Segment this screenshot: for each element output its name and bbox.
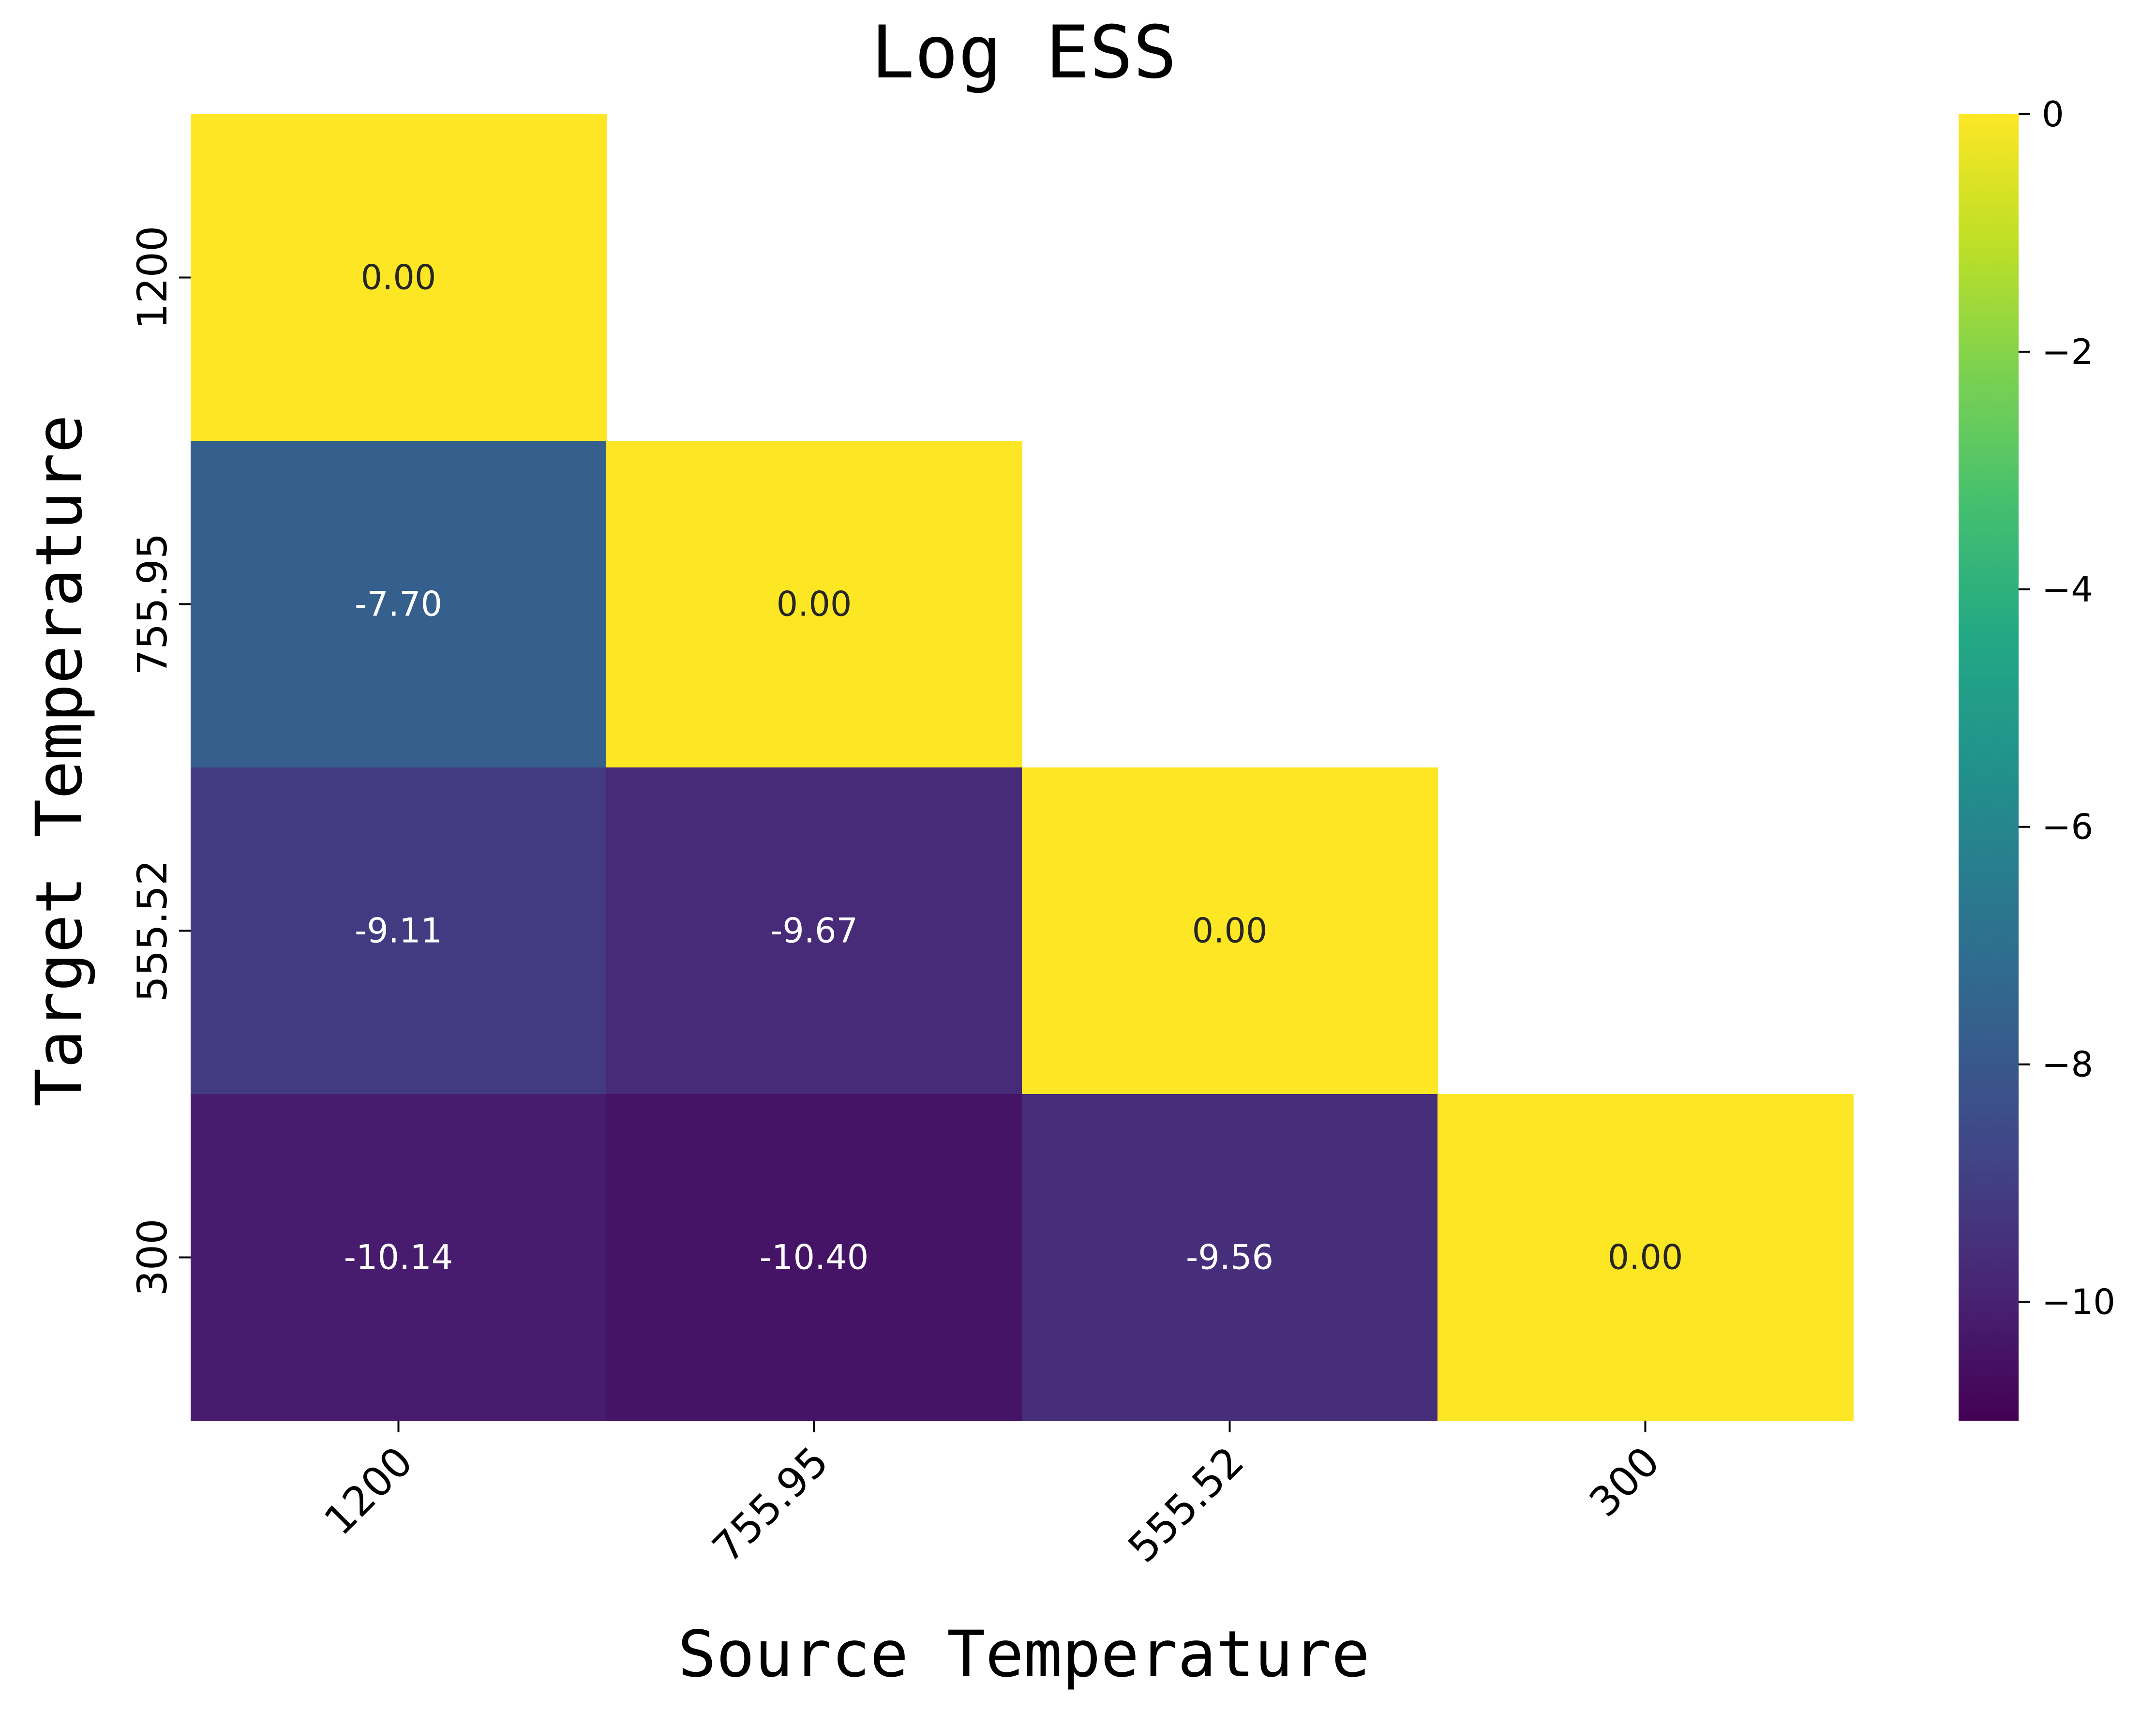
heatmap-cell (606, 1094, 1022, 1421)
y-tick-label: 1200 (129, 226, 176, 330)
x-tick-label: 300 (1580, 1438, 1669, 1526)
cell-value-label: -10.14 (344, 1238, 453, 1277)
cell-value-label: 0.00 (1608, 1238, 1683, 1277)
heatmap-cell-labels: 0.00 -7.70 0.00 -9.11 -9.67 0.00 -10.14 -10.40 -… (344, 258, 1683, 1277)
colorbar-tick-label: 0 (2042, 94, 2064, 135)
y-tick-label: 555.52 (129, 860, 176, 1002)
heatmap-cell (1437, 1094, 1854, 1421)
cell-value-label: -7.70 (355, 585, 442, 624)
heatmap-cells (191, 114, 1854, 1421)
heatmap-cell (191, 441, 607, 768)
heatmap-cell (191, 114, 607, 441)
heatmap-cell (191, 1094, 607, 1421)
colorbar-tick-label: −10 (2042, 1282, 2115, 1322)
heatmap-cell (1022, 767, 1438, 1095)
cell-value-label: -9.67 (770, 911, 858, 951)
y-axis-label: Target Temperature (22, 415, 97, 1107)
chart-title: Log ESS (871, 11, 1177, 95)
colorbar-tick-label: −6 (2042, 807, 2093, 847)
colorbar-ticks: 0 −2 −4 −6 −8 −10 (2019, 94, 2115, 1322)
cell-value-label: 0.00 (1192, 911, 1268, 951)
x-axis-ticks: 1200 755.95 555.52 300 (315, 1421, 1669, 1572)
colorbar (1959, 114, 2019, 1421)
x-tick-label: 555.52 (1119, 1438, 1253, 1572)
heatmap-cell (606, 441, 1022, 768)
colorbar-tick-label: −8 (2042, 1044, 2093, 1085)
cell-value-label: 0.00 (777, 585, 852, 624)
colorbar-tick-label: −2 (2042, 331, 2093, 372)
x-tick-label: 755.95 (704, 1438, 838, 1572)
colorbar-tick-label: −4 (2042, 569, 2093, 610)
cell-value-label: -9.56 (1186, 1238, 1273, 1277)
y-tick-label: 300 (129, 1218, 176, 1296)
cell-value-label: -9.11 (355, 911, 442, 951)
y-tick-label: 755.95 (129, 533, 176, 676)
y-axis-ticks: 1200 755.95 555.52 300 (129, 226, 191, 1296)
cell-value-label: 0.00 (361, 258, 436, 298)
heatmap-cell (1022, 1094, 1438, 1421)
cell-value-label: -10.40 (760, 1238, 869, 1277)
heatmap-cell (191, 767, 607, 1095)
x-axis-label: Source Temperature (678, 1617, 1370, 1692)
x-tick-label: 1200 (315, 1438, 421, 1544)
heatmap-cell (606, 767, 1022, 1095)
